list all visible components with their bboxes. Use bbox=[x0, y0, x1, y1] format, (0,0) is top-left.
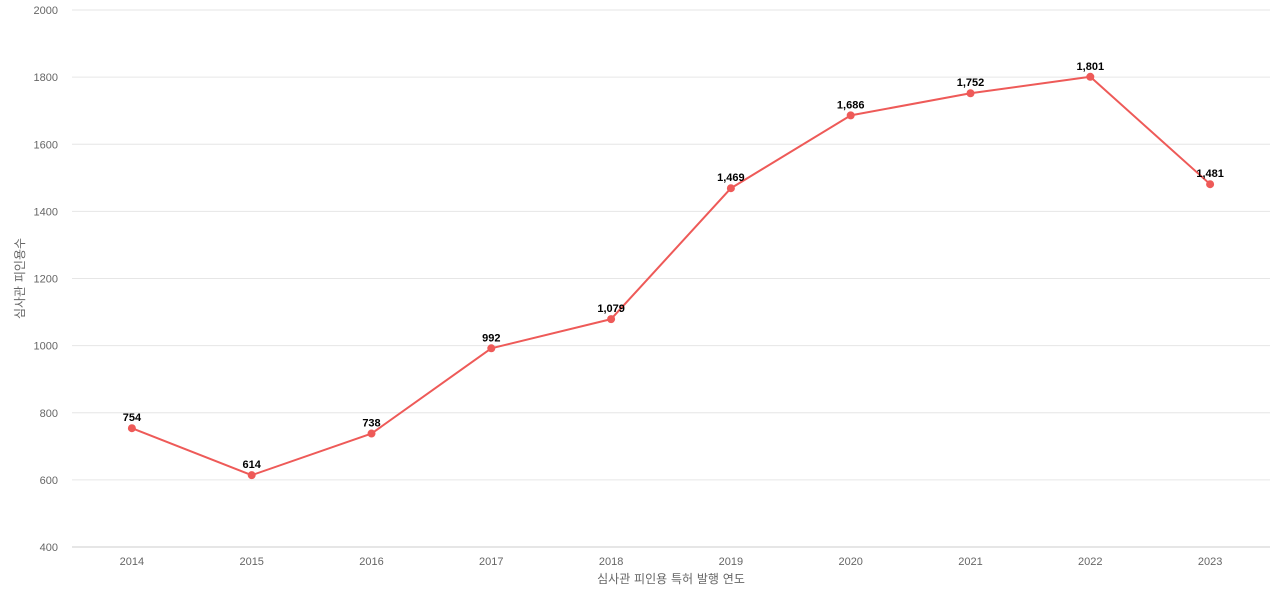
data-labels: 754 614 738 992 1,079 1,469 1,686 1,752 1,801 1,4… bbox=[123, 61, 1224, 471]
y-tick-label: 800 bbox=[40, 408, 58, 420]
data-label: 754 bbox=[123, 412, 142, 424]
series-line bbox=[130, 75, 1212, 477]
y-tick-label: 1600 bbox=[34, 139, 58, 151]
x-axis-ticks: 2014 2015 2016 2017 2018 2019 2020 2021 2022 2023 bbox=[120, 556, 1223, 568]
data-point[interactable] bbox=[607, 315, 616, 324]
x-tick-label: 2020 bbox=[838, 556, 862, 568]
data-label: 992 bbox=[482, 332, 500, 344]
y-tick-label: 1000 bbox=[34, 341, 58, 353]
y-axis-ticks: 400 600 800 1000 1200 1400 1600 1800 2000 bbox=[34, 5, 58, 554]
y-tick-label: 1400 bbox=[34, 206, 58, 218]
data-point[interactable] bbox=[367, 429, 376, 438]
y-axis-title: 심사관 피인용수 bbox=[13, 238, 27, 319]
y-tick-label: 2000 bbox=[34, 5, 58, 17]
x-tick-label: 2018 bbox=[599, 556, 623, 568]
data-point[interactable] bbox=[1086, 72, 1095, 81]
x-tick-label: 2021 bbox=[958, 556, 982, 568]
data-label: 1,469 bbox=[717, 172, 745, 184]
data-label: 738 bbox=[362, 418, 380, 430]
data-label: 1,481 bbox=[1196, 168, 1224, 180]
data-point[interactable] bbox=[846, 111, 855, 120]
data-point[interactable] bbox=[487, 344, 496, 353]
data-point[interactable] bbox=[966, 89, 975, 98]
x-tick-label: 2023 bbox=[1198, 556, 1222, 568]
x-tick-label: 2019 bbox=[719, 556, 743, 568]
data-point[interactable] bbox=[247, 471, 256, 480]
data-label: 1,801 bbox=[1077, 61, 1105, 73]
x-tick-label: 2016 bbox=[359, 556, 383, 568]
data-label: 1,079 bbox=[597, 303, 625, 315]
y-tick-label: 1800 bbox=[34, 72, 58, 84]
x-tick-label: 2017 bbox=[479, 556, 503, 568]
y-tick-label: 1200 bbox=[34, 274, 58, 286]
data-point[interactable] bbox=[726, 184, 735, 193]
data-point[interactable] bbox=[1206, 180, 1215, 189]
x-axis-title: 심사관 피인용 특허 발행 연도 bbox=[597, 571, 745, 586]
x-tick-label: 2022 bbox=[1078, 556, 1102, 568]
x-tick-label: 2014 bbox=[120, 556, 144, 568]
data-label: 1,686 bbox=[837, 99, 865, 111]
data-point[interactable] bbox=[127, 424, 136, 433]
data-label: 614 bbox=[243, 459, 262, 471]
data-label: 1,752 bbox=[957, 77, 985, 89]
y-tick-label: 600 bbox=[40, 475, 58, 487]
y-tick-label: 400 bbox=[40, 542, 58, 554]
series-group bbox=[127, 72, 1215, 480]
x-tick-label: 2015 bbox=[239, 556, 263, 568]
gridlines bbox=[72, 9, 1270, 481]
